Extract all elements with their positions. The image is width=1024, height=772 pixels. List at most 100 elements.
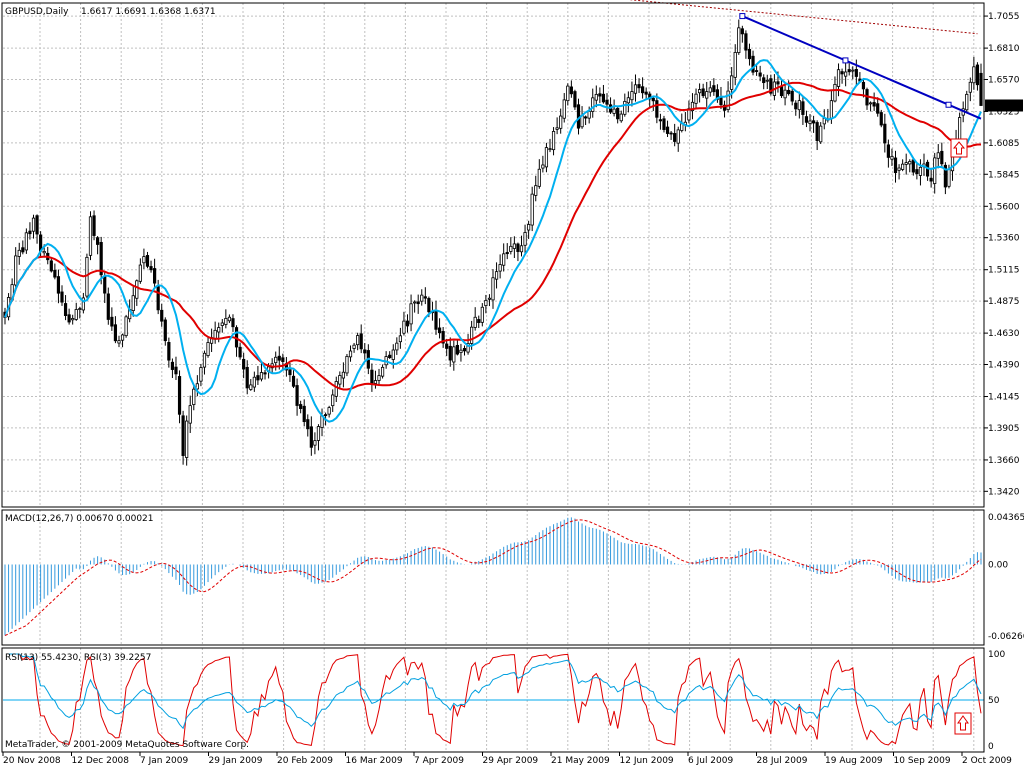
candle-body [502, 253, 506, 266]
arrow-up-icon[interactable] [950, 138, 968, 158]
candle-body [117, 340, 121, 344]
candle-body [409, 303, 413, 325]
candle-body [836, 69, 841, 87]
candle-body [630, 91, 634, 101]
candle-body [722, 104, 727, 111]
candle-body [694, 93, 698, 104]
candle-body [519, 245, 524, 253]
candle-body [879, 112, 883, 126]
candle-body [751, 55, 755, 73]
candle-body [893, 157, 898, 174]
candle-body [494, 271, 499, 280]
candle-body [459, 349, 463, 353]
candle-body [480, 306, 484, 323]
rsi-tick-label: 0 [988, 742, 994, 752]
candle-body [662, 118, 666, 130]
candle-body [637, 84, 641, 89]
candle-body [669, 132, 673, 135]
candle-body [470, 326, 474, 344]
candle-body [573, 91, 577, 108]
candle-body [697, 89, 702, 94]
candle-body [420, 294, 424, 302]
candle-body [181, 415, 185, 456]
candle-body [281, 357, 285, 362]
candle-body [658, 119, 663, 122]
candle-body [886, 144, 890, 158]
candle-body [274, 356, 278, 364]
candle-body [833, 83, 837, 102]
candle-body [747, 48, 752, 60]
candle-body [740, 28, 744, 35]
candle-body [598, 93, 602, 97]
candle-body [56, 276, 61, 294]
candle-body [60, 291, 64, 303]
candle-body [487, 297, 492, 300]
candle-body [202, 352, 207, 368]
candle-body [398, 335, 402, 343]
y-tick-label: 1.5115 [988, 266, 1020, 276]
candle-body [402, 320, 406, 334]
candle-body [591, 97, 595, 112]
trendline[interactable] [741, 15, 982, 120]
candle-body [537, 168, 541, 187]
candle-body [601, 93, 606, 103]
x-tick-label: 29 Apr 2009 [483, 756, 539, 766]
candle-body [605, 99, 609, 105]
candle-body [413, 301, 417, 304]
candle-body [405, 320, 410, 327]
candle-body [815, 122, 819, 141]
pane-frame [1, 509, 985, 646]
candle-body [829, 100, 833, 119]
y-tick-label: 1.3420 [988, 487, 1020, 497]
candle-body [388, 354, 392, 359]
candle-body [523, 232, 527, 246]
candle-body [979, 72, 983, 106]
candle-body [220, 322, 224, 326]
y-tick-label: 1.4390 [988, 360, 1020, 370]
candle-body [423, 296, 427, 299]
candle-body [783, 89, 787, 99]
rsi-tick-label: 100 [988, 650, 1005, 660]
candle-body [808, 120, 812, 124]
candle-body [124, 316, 128, 337]
candle-body [790, 90, 794, 102]
macd-pane [4, 517, 982, 636]
y-tick-label: 1.6325 [988, 108, 1020, 118]
trendline-handle[interactable] [842, 57, 849, 64]
candle-body [555, 127, 559, 130]
candle-body [619, 113, 623, 122]
y-tick-label: 1.4145 [988, 393, 1020, 403]
candle-body [74, 309, 78, 320]
trendline-handle[interactable] [945, 101, 952, 108]
candle-body [769, 78, 773, 94]
candle-body [498, 264, 502, 272]
candle-body [765, 79, 769, 82]
x-tick-label: 20 Nov 2008 [3, 756, 61, 766]
candle-body [616, 107, 620, 120]
candle-body [334, 381, 338, 397]
copyright-text: MetaTrader, © 2001-2009 MetaQuotes Softw… [5, 740, 249, 750]
candle-body [530, 193, 534, 226]
arrow-up-icon[interactable] [954, 712, 972, 735]
candle-body [708, 87, 712, 93]
candle-body [156, 285, 160, 311]
y-tick-label: 1.6570 [988, 75, 1020, 85]
ma-fast-line [4, 59, 982, 423]
candle-body [566, 85, 570, 102]
candle-body [363, 349, 367, 354]
x-tick-label: 29 Jan 2009 [209, 756, 263, 766]
candle-body [356, 335, 360, 346]
candle-body [341, 371, 345, 379]
candle-body [665, 126, 670, 134]
candle-body [651, 97, 655, 102]
candle-body [227, 316, 232, 322]
candle-body [551, 131, 556, 151]
candle-body [81, 297, 85, 311]
trendline-handle[interactable] [739, 13, 746, 20]
candle-body [217, 327, 221, 333]
y-tick-label: 1.3660 [988, 456, 1020, 466]
y-tick-label: 1.3905 [988, 424, 1020, 434]
candle-body [249, 384, 253, 390]
candle-body [762, 77, 766, 84]
